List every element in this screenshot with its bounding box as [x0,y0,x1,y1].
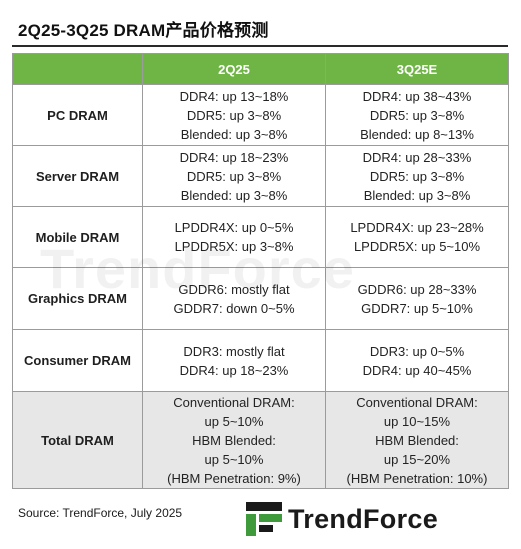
table-row-mobile-dram: Mobile DRAM LPDDR4X: up 0~5% LPDDR5X: up… [12,206,509,268]
cell-line: Conventional DRAM: [356,394,478,410]
cell-server-dram-3q25e: DDR4: up 28~33% DDR5: up 3~8% Blended: u… [325,145,509,207]
row-label-pc-dram: PC DRAM [12,84,143,146]
column-header-3q25e: 3Q25E [325,53,509,85]
cell-line: Blended: up 3~8% [180,187,288,203]
title-divider [12,45,508,47]
cell-line: HBM Blended: [375,432,459,448]
cell-mobile-dram-2q25: LPDDR4X: up 0~5% LPDDR5X: up 3~8% [142,206,326,268]
cell-line: DDR4: up 38~43% [362,88,472,104]
cell-line: DDR5: up 3~8% [186,107,282,123]
row-label-consumer-dram: Consumer DRAM [12,329,143,392]
cell-pc-dram-2q25: DDR4: up 13~18% DDR5: up 3~8% Blended: u… [142,84,326,146]
cell-line: HBM Blended: [192,432,276,448]
cell-mobile-dram-3q25e: LPDDR4X: up 23~28% LPDDR5X: up 5~10% [325,206,509,268]
cell-line: up 5~10% [204,413,264,429]
cell-line: DDR5: up 3~8% [369,168,465,184]
cell-line: up 10~15% [383,413,451,429]
cell-line: GDDR7: up 5~10% [361,300,473,316]
row-label-server-dram: Server DRAM [12,145,143,207]
cell-line: GDDR7: down 0~5% [173,300,295,316]
trendforce-brand: TrendForce [246,499,438,539]
table-row-total-dram: Total DRAM Conventional DRAM: up 5~10% H… [12,391,509,489]
source-note: Source: TrendForce, July 2025 [18,506,183,520]
cell-graphics-dram-2q25: GDDR6: mostly flat GDDR7: down 0~5% [142,267,326,330]
cell-server-dram-2q25: DDR4: up 18~23% DDR5: up 3~8% Blended: u… [142,145,326,207]
cell-consumer-dram-2q25: DDR3: mostly flat DDR4: up 18~23% [142,329,326,392]
cell-line: GDDR6: up 28~33% [357,281,477,297]
table-header-row: 2Q25 3Q25E [12,53,509,85]
cell-consumer-dram-3q25e: DDR3: up 0~5% DDR4: up 40~45% [325,329,509,392]
cell-line: up 15~20% [383,451,451,467]
cell-line: Blended: up 3~8% [363,187,471,203]
cell-line: GDDR6: mostly flat [178,281,290,297]
cell-line: DDR3: mostly flat [183,343,285,359]
cell-pc-dram-3q25e: DDR4: up 38~43% DDR5: up 3~8% Blended: u… [325,84,509,146]
table-row-consumer-dram: Consumer DRAM DDR3: mostly flat DDR4: up… [12,329,509,392]
cell-line: DDR5: up 3~8% [186,168,282,184]
cell-line: DDR4: up 13~18% [179,88,289,104]
cell-line: (HBM Penetration: 10%) [346,470,488,486]
cell-line: LPDDR4X: up 0~5% [174,220,294,235]
cell-line: DDR3: up 0~5% [369,343,465,359]
cell-line: Blended: up 3~8% [180,126,288,142]
cell-line: DDR4: up 18~23% [179,149,289,165]
table-row-graphics-dram: Graphics DRAM GDDR6: mostly flat GDDR7: … [12,267,509,330]
row-label-graphics-dram: Graphics DRAM [12,267,143,330]
brand-name: TrendForce [288,503,439,534]
column-header-category [12,53,143,85]
cell-line: (HBM Penetration: 9%) [167,470,301,486]
page-title: 2Q25-3Q25 DRAM产品价格预测 [18,21,269,40]
table-row-server-dram: Server DRAM DDR4: up 18~23% DDR5: up 3~8… [12,145,509,207]
cell-line: LPDDR5X: up 5~10% [353,239,481,254]
row-label-total-dram: Total DRAM [12,391,143,489]
cell-line: LPDDR5X: up 3~8% [174,239,294,254]
cell-line: up 5~10% [204,451,264,467]
cell-line: DDR4: up 18~23% [179,362,289,378]
cell-total-dram-3q25e: Conventional DRAM: up 10~15% HBM Blended… [325,391,509,489]
trendforce-logo-icon [246,502,282,536]
cell-line: DDR5: up 3~8% [369,107,465,123]
cell-line: Conventional DRAM: [173,394,295,410]
cell-graphics-dram-3q25e: GDDR6: up 28~33% GDDR7: up 5~10% [325,267,509,330]
row-label-mobile-dram: Mobile DRAM [12,206,143,268]
cell-line: LPDDR4X: up 23~28% [350,220,484,235]
cell-line: DDR4: up 28~33% [362,149,472,165]
cell-total-dram-2q25: Conventional DRAM: up 5~10% HBM Blended:… [142,391,326,489]
cell-line: DDR4: up 40~45% [362,362,472,378]
cell-line: Blended: up 8~13% [360,126,474,142]
column-header-2q25: 2Q25 [142,53,326,85]
table-row-pc-dram: PC DRAM DDR4: up 13~18% DDR5: up 3~8% Bl… [12,84,509,146]
dram-price-table: 2Q25 3Q25E PC DRAM DDR4: up 13~18% DDR5:… [12,53,509,489]
